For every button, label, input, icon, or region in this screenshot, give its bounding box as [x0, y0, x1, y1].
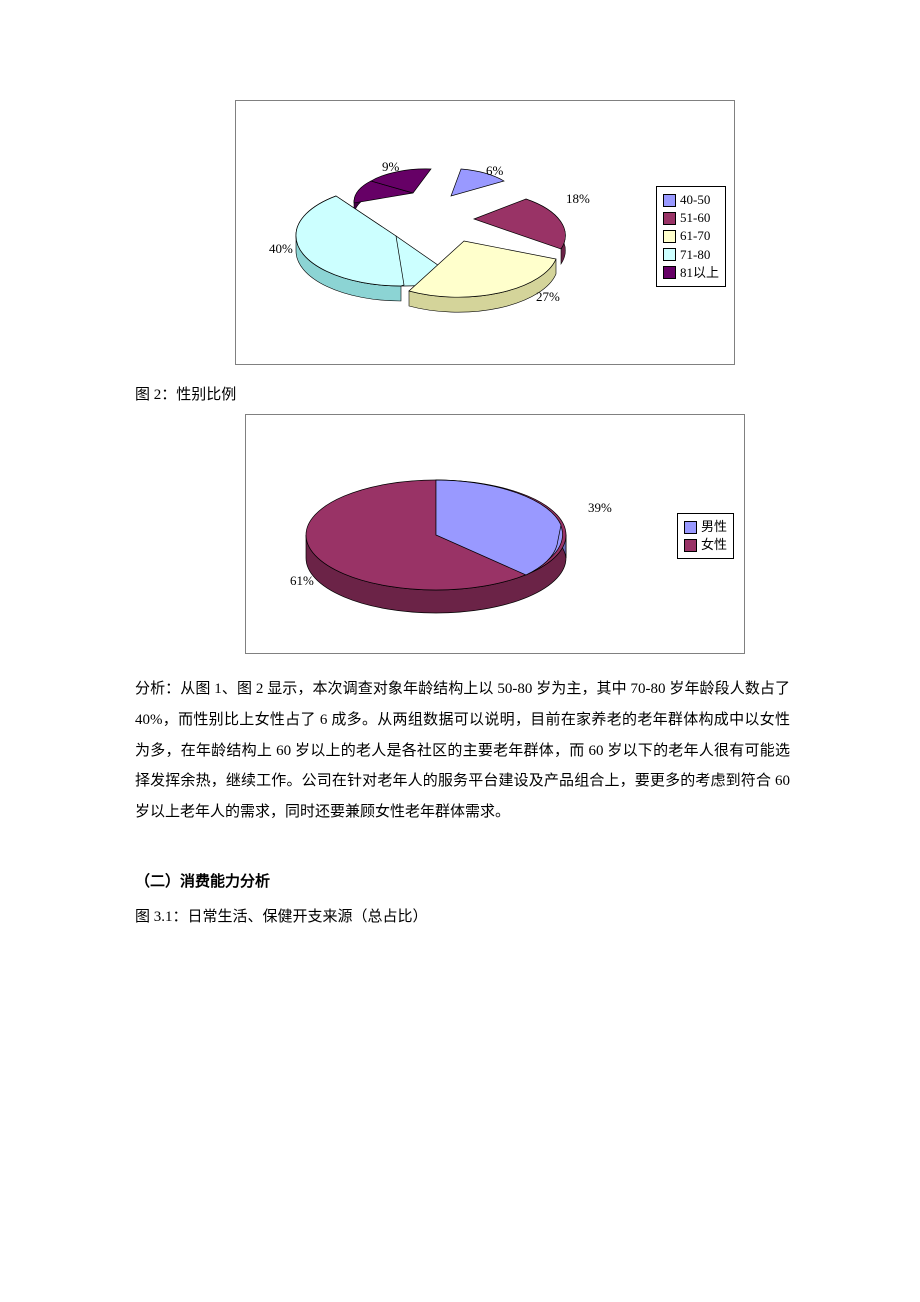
pct-40-50: 6% — [486, 163, 503, 179]
legend-item: 女性 — [684, 536, 727, 554]
legend-label: 40-50 — [680, 191, 710, 209]
swatch-icon — [684, 539, 697, 552]
chart-gender-ratio: 39% 61% 男性 女性 — [245, 414, 745, 654]
swatch-icon — [663, 266, 676, 279]
legend-label: 71-80 — [680, 246, 710, 264]
swatch-icon — [663, 212, 676, 225]
pct-male: 39% — [588, 500, 612, 516]
pct-51-60: 18% — [566, 191, 590, 207]
pct-71-80: 40% — [269, 241, 293, 257]
pct-female: 61% — [290, 573, 314, 589]
legend-label: 51-60 — [680, 209, 710, 227]
legend-label: 女性 — [701, 536, 727, 554]
legend-label: 81以上 — [680, 264, 719, 282]
legend-item: 男性 — [684, 518, 727, 536]
legend-age: 40-50 51-60 61-70 71-80 81以上 — [656, 186, 726, 287]
legend-item: 61-70 — [663, 227, 719, 245]
legend-item: 51-60 — [663, 209, 719, 227]
chart-age-distribution: 6% 18% 27% 40% 9% 40-50 51-60 61-70 71-8… — [235, 100, 735, 365]
swatch-icon — [663, 194, 676, 207]
legend-item: 40-50 — [663, 191, 719, 209]
caption-figure-3-1: 图 3.1：日常生活、保健开支来源（总占比） — [135, 905, 790, 926]
pct-81plus: 9% — [382, 159, 399, 175]
swatch-icon — [663, 230, 676, 243]
swatch-icon — [684, 521, 697, 534]
swatch-icon — [663, 248, 676, 261]
analysis-paragraph: 分析：从图 1、图 2 显示，本次调查对象年龄结构上以 50-80 岁为主，其中… — [135, 674, 790, 828]
legend-item: 71-80 — [663, 246, 719, 264]
caption-figure-2: 图 2：性别比例 — [135, 383, 790, 404]
legend-gender: 男性 女性 — [677, 513, 734, 559]
pie-chart-gender-svg — [246, 415, 744, 653]
legend-item: 81以上 — [663, 264, 719, 282]
section-heading-consumption: （二）消费能力分析 — [135, 870, 790, 891]
pct-61-70: 27% — [536, 289, 560, 305]
legend-label: 男性 — [701, 518, 727, 536]
legend-label: 61-70 — [680, 227, 710, 245]
